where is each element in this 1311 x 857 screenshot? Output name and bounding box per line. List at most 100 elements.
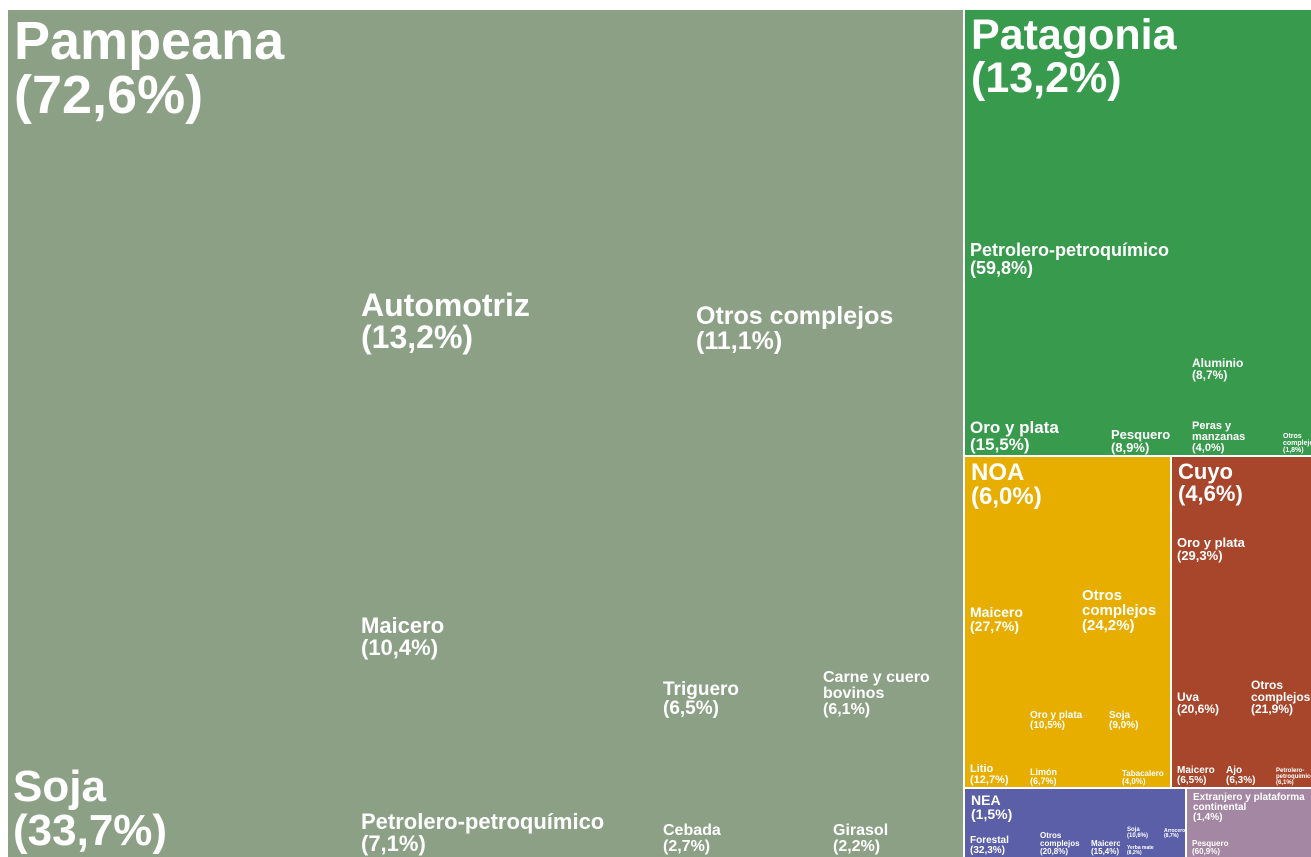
tile: Litio (12,7%) [965, 636, 1023, 787]
tile-name: Otros complejos [1251, 677, 1311, 704]
tile-label: Litio (12,7%) [970, 762, 1021, 786]
tile-name: Oro y plata [1177, 534, 1245, 550]
tile-label: Otros complejos(1,8%) [1283, 433, 1311, 454]
tile-label: Maicero (10,4%) [361, 614, 654, 660]
tile-name: Triguero [663, 679, 740, 701]
tile: Aluminio (8,7%) [1187, 281, 1311, 382]
tile-label: Soja (10,6%) [1127, 827, 1155, 839]
tile-label: Otros complejos (11,1%) [696, 301, 961, 354]
tile: Maicero (10,4%) [356, 358, 656, 661]
tile-value: (59,8%) [970, 258, 1034, 279]
tile-label: Petrolero-petroquímico (7,1%) [361, 808, 654, 855]
region-name: NEA [971, 792, 1001, 808]
region-name: Patagonia [971, 11, 1177, 59]
region-name: NOA [971, 459, 1025, 486]
tile-value: (15,5%) [970, 435, 1030, 455]
tile: Otros complejos (20,8%) [1035, 789, 1084, 857]
region-value: (6,0%) [971, 483, 1042, 510]
tile-value: (29,3%) [1177, 547, 1223, 563]
tile-value: (9,0%) [1109, 720, 1139, 731]
tile: Pesquero (8,9%) [1106, 281, 1185, 455]
tile-name: Maicero [1177, 765, 1215, 776]
tile-label: Yerba mate (8,2%) [1127, 846, 1183, 856]
tile-value: (21,9%) [1251, 701, 1294, 716]
tile-name: Petrolero-petroquímico [361, 808, 605, 834]
tile: Oro y plata (29,3%) [1172, 457, 1311, 563]
region-label: NEA (1,5%) [971, 793, 1181, 821]
tile-name: Petrolero-petroquímico [1276, 768, 1311, 780]
tile: Petrolero-petroquímico (59,8%) [965, 12, 1311, 279]
tile-value: (10,4%) [361, 634, 439, 660]
tile-label: Arrocero (8,7%) [1164, 828, 1185, 839]
tile-value: (15,4%) [1091, 847, 1120, 856]
tile-value: (8,2%) [1127, 850, 1142, 856]
tile: Pesquero (60,9%) [1187, 820, 1311, 857]
tile-value: (4,0%) [1192, 441, 1225, 454]
tile-value: (20,8%) [1040, 847, 1069, 856]
tile-label: Maicero (15,4%) [1091, 840, 1120, 856]
tile: Petrolero-petroquímico (6,1%) [1271, 718, 1311, 787]
tile-name: Soja [1109, 710, 1131, 721]
region-label: NOA (6,0%) [971, 461, 1166, 509]
tile-label: Petrolero-petroquímico (6,1%) [1276, 768, 1311, 786]
tile-label: Automotriz (13,2%) [361, 289, 687, 353]
tile-value: (10,5%) [1030, 720, 1066, 731]
tile-name: Aluminio [1192, 355, 1244, 370]
tile-name: Otros complejos [696, 301, 894, 330]
tile-value: (60,9%) [1192, 847, 1221, 856]
tile-label: Otros complejos (21,9%) [1251, 677, 1311, 716]
tile: Ajo (6,3%) [1221, 718, 1269, 787]
tile-label: Maicero (27,7%) [970, 605, 1073, 633]
tile-value: (10,6%) [1127, 833, 1149, 839]
tile: Arrocero (8,7%) [1159, 789, 1185, 840]
tile-value: (12,7%) [970, 773, 1009, 786]
tile-name: Litio [970, 762, 994, 775]
tile-label: Cebada (2,7%) [663, 823, 824, 855]
region-value: (1,5%) [971, 806, 1013, 822]
tile-value: (2,2%) [833, 838, 881, 856]
tile-label: Soja (9,0%) [1109, 711, 1168, 731]
tile-name: Petrolero-petroquímico [970, 240, 1170, 261]
tile: Uva (20,6%) [1172, 565, 1244, 716]
tile-name: Oro y plata [1030, 710, 1083, 721]
tile-label: Triguero (6,5%) [663, 680, 814, 718]
tile-value: (8,7%) [1164, 833, 1179, 839]
tile: Soja (33,7%) [8, 10, 354, 857]
tile-name: Arrocero [1164, 828, 1185, 834]
tile: Forestal (32,3%) [965, 789, 1033, 857]
tile-value: (13,2%) [361, 318, 474, 355]
tile-label: Girasol (2,2%) [833, 823, 961, 855]
tile-label: Tabacalero (4,0%) [1122, 770, 1168, 786]
tile-label: Pesquero (8,9%) [1111, 428, 1183, 454]
tile-name: Peras y manzanas [1192, 419, 1246, 443]
tile: Yerba mate (8,2%) [1122, 842, 1185, 857]
tile: Oro y plata (15,5%) [965, 281, 1104, 455]
tile-value: (6,5%) [663, 698, 719, 720]
region-label: Patagonia (13,2%) [971, 14, 1307, 100]
tile: Otros complejos (21,9%) [1246, 565, 1311, 716]
region-value: (1,4%) [1193, 812, 1223, 823]
tile-name: Automotriz [361, 286, 530, 323]
tile: Maicero (15,4%) [1086, 789, 1120, 857]
tile: Soja (10,6%) [1122, 789, 1157, 840]
tile: Otros complejos(1,8%) [1278, 384, 1311, 455]
region-value: (72,6%) [14, 65, 204, 125]
tile: Peras y manzanas (4,0%) [1187, 384, 1276, 455]
tile-label: Carne y cuero bovinos (6,1%) [823, 670, 961, 718]
tile-name: Ajo [1226, 765, 1243, 776]
tile-name: Maicero [970, 603, 1023, 620]
tile: Maicero (6,5%) [1172, 718, 1219, 787]
tile: Oro y plata (10,5%) [1025, 636, 1102, 732]
tile-value: (8,9%) [1111, 439, 1150, 455]
tile-value: (33,7%) [13, 805, 168, 855]
tile-label: Soja (33,7%) [13, 761, 352, 855]
tile-value: (6,5%) [1177, 775, 1207, 786]
tile-name: Otros complejos [1040, 831, 1080, 848]
region-value: (13,2%) [971, 54, 1122, 102]
region-label: Cuyo (4,6%) [1178, 461, 1307, 505]
region-name: Extranjero y plataforma continental [1193, 792, 1305, 813]
tile-name: Soja [13, 761, 106, 811]
tile-label: Otros complejos (24,2%) [1082, 588, 1168, 633]
tile-name: Oro y plata [970, 418, 1059, 438]
